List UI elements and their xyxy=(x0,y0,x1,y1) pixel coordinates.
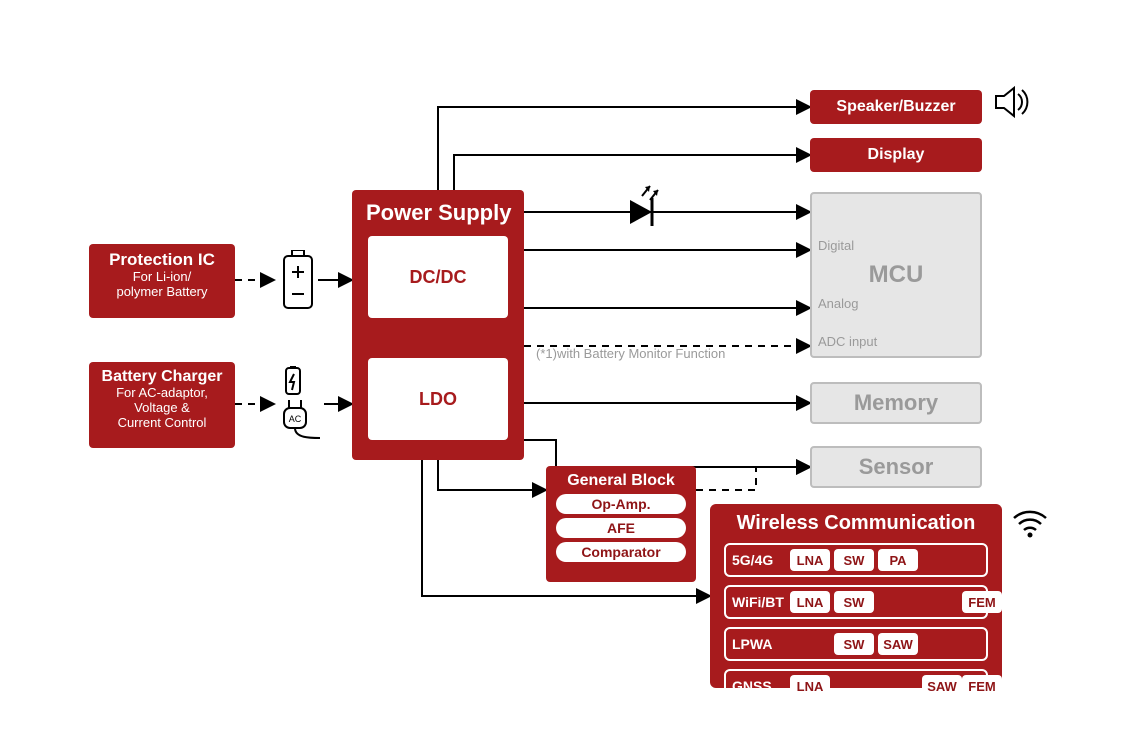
edge-gb-sensor xyxy=(696,467,810,490)
wireless-row-grid-0: LNASWPA xyxy=(790,549,980,571)
protection-ic-block-title: Protection IC xyxy=(93,250,231,270)
svg-text:AC: AC xyxy=(289,414,302,424)
power-supply-title: Power Supply xyxy=(352,190,524,226)
speaker-icon xyxy=(992,82,1032,122)
general-block-title: General Block xyxy=(556,470,686,494)
battery-monitor-footnote: (*1)with Battery Monitor Function xyxy=(536,346,725,361)
wireless-chip-2-1: SAW xyxy=(878,633,918,655)
wireless-chip-1-0: LNA xyxy=(790,591,830,613)
protection-ic-block: Protection ICFor Li-ion/ polymer Battery xyxy=(89,244,235,318)
sensor-block: Sensor xyxy=(810,446,982,488)
wifi-icon xyxy=(1010,506,1050,538)
battery-icon xyxy=(280,250,316,310)
general-block-item-1: AFE xyxy=(556,518,686,538)
battery-charger-block-subtitle: For AC-adaptor, Voltage & Current Contro… xyxy=(93,386,231,431)
mcu-port-digital: Digital xyxy=(818,238,854,253)
edge-ps-sensor xyxy=(524,440,810,467)
mcu-port-adc: ADC input xyxy=(818,334,877,349)
wireless-chip-1-1: SW xyxy=(834,591,874,613)
general-block: General BlockOp-Amp. AFE Comparator xyxy=(546,466,696,582)
wireless-row-label-3: GNSS xyxy=(732,678,790,694)
wireless-chip-0-0: LNA xyxy=(790,549,830,571)
wireless-chip-0-1: SW xyxy=(834,549,874,571)
wireless-row-label-0: 5G/4G xyxy=(732,552,790,568)
battery-charger-block-title: Battery Charger xyxy=(93,368,231,386)
wireless-chip-3-2: FEM xyxy=(962,675,1002,697)
led-icon xyxy=(616,184,676,230)
wireless-row-label-1: WiFi/BT xyxy=(732,594,790,610)
plug-icon: AC xyxy=(280,366,322,444)
wireless-row-label-2: LPWA xyxy=(732,636,790,652)
wireless-row-2: LPWASWSAW xyxy=(724,627,988,661)
wireless-title: Wireless Communication xyxy=(724,510,988,543)
speaker-block: Speaker/Buzzer xyxy=(810,90,982,124)
wireless-chip-3-0: LNA xyxy=(790,675,830,697)
wireless-row-grid-3: LNASAWFEM xyxy=(790,675,980,697)
ldo-block: LDO xyxy=(368,358,508,440)
mcu-port-analog: Analog xyxy=(818,296,858,311)
memory-block: Memory xyxy=(810,382,982,424)
edge-ps-speaker xyxy=(438,107,810,190)
wireless-chip-2-0: SW xyxy=(834,633,874,655)
dcdc-block: DC/DC xyxy=(368,236,508,318)
wireless-row-1: WiFi/BTLNASWFEM xyxy=(724,585,988,619)
battery-charger-block: Battery ChargerFor AC-adaptor, Voltage &… xyxy=(89,362,235,448)
general-block-item-2: Comparator xyxy=(556,542,686,562)
wireless-row-3: GNSSLNASAWFEM xyxy=(724,669,988,703)
wireless-chip-3-1: SAW xyxy=(922,675,962,697)
wireless-row-grid-1: LNASWFEM xyxy=(790,591,980,613)
wireless-chip-1-2: FEM xyxy=(962,591,1002,613)
wireless-row-0: 5G/4GLNASWPA xyxy=(724,543,988,577)
general-block-item-0: Op-Amp. xyxy=(556,494,686,514)
protection-ic-block-subtitle: For Li-ion/ polymer Battery xyxy=(93,270,231,300)
wireless-chip-0-2: PA xyxy=(878,549,918,571)
display-block: Display xyxy=(810,138,982,172)
edge-ps-gb xyxy=(438,460,546,490)
wireless-row-grid-2: SWSAW xyxy=(790,633,980,655)
wireless-block: Wireless Communication5G/4GLNASWPAWiFi/B… xyxy=(710,504,1002,688)
